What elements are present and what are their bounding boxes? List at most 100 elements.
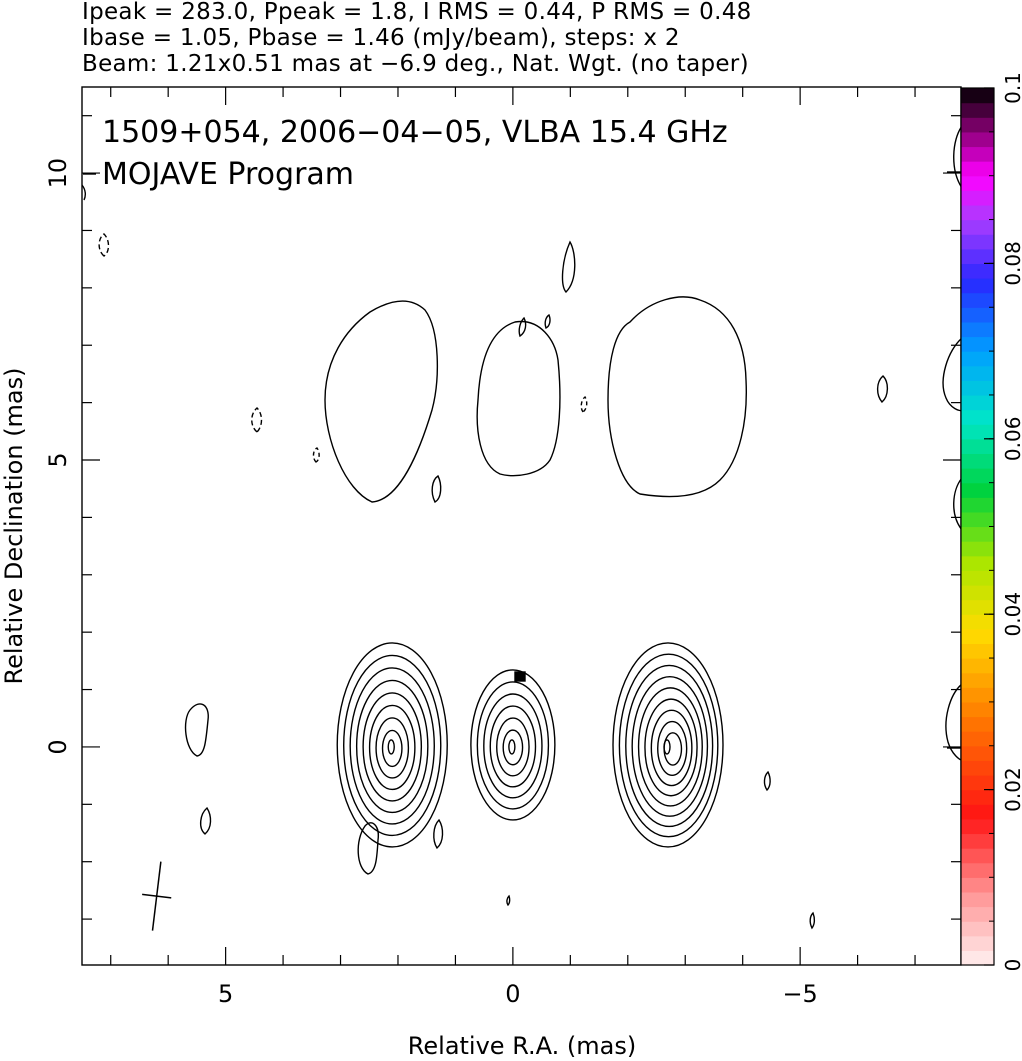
header-line-3: Beam: 1.21x0.51 mas at −6.9 deg., Nat. W…: [82, 51, 749, 77]
contour-level: [502, 729, 524, 766]
contour-peak: [663, 739, 671, 755]
colorbar-swatch: [961, 438, 994, 455]
y-tick-label: 5: [44, 452, 72, 467]
edge-contour: [953, 126, 961, 188]
colorbar-swatch: [961, 643, 994, 659]
plot-frame: [81, 86, 962, 966]
colorbar-swatch: [961, 614, 994, 630]
colorbar-swatch: [961, 774, 994, 791]
small-contour: [200, 806, 212, 835]
colorbar-swatch: [961, 541, 994, 557]
small-contour: [184, 703, 209, 757]
colorbar-swatch: [961, 321, 994, 338]
colorbar-swatch: [961, 599, 994, 615]
colorbar-swatch: [961, 862, 994, 878]
colorbar-swatch: [961, 117, 994, 133]
colorbar-swatch: [961, 190, 994, 206]
edge-contour: [945, 684, 961, 761]
colorbar-swatch: [961, 351, 994, 367]
colorbar-swatch: [961, 745, 994, 761]
colorbar-swatch: [961, 701, 994, 718]
small-contour: [809, 911, 816, 930]
colorbar-swatch: [961, 482, 994, 498]
contour-level: [368, 704, 416, 791]
header-line-1: Ipeak = 283.0, Ppeak = 1.8, I RMS = 0.44…: [82, 0, 752, 25]
colorbar-swatch: [961, 833, 994, 849]
small-contour: [518, 316, 527, 338]
contour-level: [650, 709, 693, 787]
x-axis-label: Relative R.A. (mas): [408, 1032, 636, 1060]
colorbar-swatch: [961, 570, 994, 586]
colorbar-swatch: [961, 146, 994, 162]
colorbar-tick-label: 0.1: [1001, 72, 1022, 104]
colorbar-swatch: [961, 131, 994, 148]
contour-level: [489, 705, 537, 788]
small-contour: [876, 375, 889, 403]
colorbar-tick-label: 0.06: [1001, 417, 1022, 462]
colorbar-swatch: [961, 336, 994, 352]
colorbar-swatch: [961, 906, 994, 922]
beam-minor-axis: [142, 893, 172, 899]
contour-level: [663, 732, 683, 766]
contour-peak: [387, 739, 395, 755]
axis-ticks: [82, 87, 961, 965]
colorbar-swatch: [961, 818, 994, 835]
colorbar-swatch: [961, 263, 994, 279]
colorbar: [960, 87, 995, 966]
contour-level: [631, 675, 709, 817]
y-axis-label: Relative Declination (mas): [0, 367, 28, 684]
colorbar-swatch: [961, 950, 994, 966]
chart-subtitle: MOJAVE Program: [102, 157, 354, 192]
edge-contour: [942, 338, 961, 412]
contour-level: [618, 653, 719, 838]
colorbar-swatch: [961, 760, 994, 776]
colorbar-swatch: [961, 877, 994, 893]
colorbar-tick-label: 0.08: [1001, 241, 1022, 286]
contour-layer: [82, 126, 961, 930]
colorbar-swatch: [961, 921, 994, 937]
colorbar-tick-label: 0.02: [1001, 767, 1022, 812]
colorbar-swatch: [961, 204, 994, 221]
colorbar-swatch: [961, 292, 994, 308]
x-tick-label: 0: [505, 980, 520, 1008]
contour-level: [362, 692, 423, 802]
colorbar-swatch: [961, 584, 994, 601]
colorbar-swatch: [961, 555, 994, 571]
contour-level: [483, 693, 543, 799]
contour-level: [336, 642, 448, 848]
colorbar-tick-label: 0.04: [1001, 592, 1022, 637]
colorbar-ticks: 0 0.02 0.04 0.06 0.08 0.1: [984, 72, 1022, 971]
dashed-contour: [98, 233, 110, 257]
colorbar-swatch: [961, 409, 994, 425]
contour-level: [637, 687, 703, 807]
pol-contour-left: [324, 300, 438, 503]
contour-level: [476, 681, 550, 810]
dashed-contour: [312, 447, 320, 463]
colorbar-swatch: [961, 789, 994, 805]
dashed-contour: [251, 407, 263, 433]
colorbar-swatch: [961, 935, 994, 951]
axis-tick-labels: 5 0 −5 0 5 10: [44, 158, 818, 1008]
chart-title: 1509+054, 2006−04−05, VLBA 15.4 GHz: [102, 115, 728, 150]
colorbar-swatch: [961, 468, 994, 484]
edge-contour: [82, 184, 87, 201]
pol-marker: [514, 671, 526, 682]
colorbar-swatch: [961, 219, 994, 235]
colorbar-swatch: [961, 526, 994, 542]
colorbar-swatch: [961, 731, 994, 747]
small-contour: [544, 313, 551, 329]
colorbar-swatch: [961, 278, 994, 294]
contour-level: [343, 654, 442, 837]
colorbar-swatch: [961, 891, 994, 908]
colorbar-swatch: [961, 804, 994, 820]
x-tick-label: −5: [782, 980, 817, 1008]
colorbar-swatch: [961, 497, 994, 513]
contour-level: [349, 667, 435, 825]
small-contour: [431, 474, 442, 503]
small-contour: [357, 822, 380, 875]
colorbar-swatch: [961, 453, 994, 469]
beam-symbol: [142, 861, 172, 931]
colorbar-swatch: [961, 88, 994, 104]
edge-contour: [953, 478, 961, 530]
